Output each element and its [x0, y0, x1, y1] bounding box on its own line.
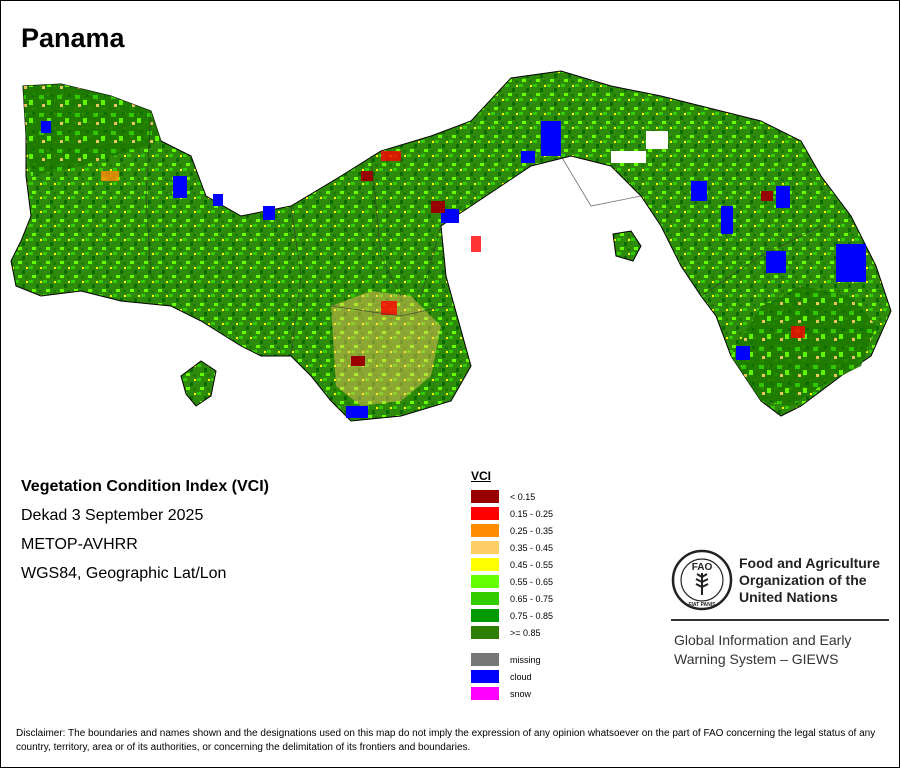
province-boundaries [145, 110, 822, 357]
eastern-darien [731, 286, 876, 406]
western-highlands [23, 84, 161, 176]
sensor-name: METOP-AVHRR [21, 536, 138, 553]
low-vci-patch [431, 201, 445, 213]
legend-label: cloud [510, 671, 532, 682]
disclaimer: Disclaimer: The boundaries and names sho… [16, 728, 876, 753]
fao-divider [671, 619, 889, 621]
panama-landmass [10, 70, 892, 422]
legend-swatch [471, 558, 499, 571]
legend-label: 0.15 - 0.25 [510, 508, 554, 519]
legend-swatch-other [471, 653, 499, 666]
vci-legend: VCI < 0.15 0.15 - 0.25 0.25 - 0.35 0.35 … [471, 469, 553, 702]
coiba-island [180, 360, 217, 407]
cloud-patch [691, 181, 707, 201]
legend-label: 0.55 - 0.65 [510, 576, 554, 587]
legend-swatch [471, 490, 499, 503]
fao-name: Food and Agriculture Organization of the… [739, 555, 881, 605]
cloud-patch [776, 186, 790, 208]
legend-label: 0.25 - 0.35 [510, 525, 554, 536]
low-vci-patch [101, 171, 119, 181]
cloud-patch [766, 251, 786, 273]
cloud-patch [541, 121, 561, 156]
legend-swatch [471, 592, 499, 605]
cloud-patch [213, 194, 223, 206]
cloud-patch [41, 121, 51, 133]
legend-label: 0.45 - 0.55 [510, 559, 554, 570]
legend-swatch [471, 524, 499, 537]
dekad-date: Dekad 3 September 2025 [21, 507, 204, 524]
azuero-dry-area [331, 291, 441, 406]
map-info: Vegetation Condition Index (VCI) Dekad 3… [21, 477, 269, 593]
cloud-patch [721, 206, 733, 234]
legend-item: 0.75 - 0.85 [471, 607, 553, 624]
low-vci-patch [381, 151, 401, 161]
cloud-patch [736, 346, 750, 360]
legend-label: missing [510, 654, 541, 665]
low-vci-patch [361, 171, 373, 181]
missing-area [611, 151, 646, 163]
legend-item: 0.35 - 0.45 [471, 539, 553, 556]
fao-logo: FAO FIAT PANIS [671, 549, 733, 611]
legend-label: < 0.15 [510, 491, 536, 502]
low-vci-patch [351, 356, 365, 366]
legend-label: >= 0.85 [510, 627, 541, 638]
projection-info: WGS84, Geographic Lat/Lon [21, 565, 227, 582]
cloud-patch [836, 244, 866, 282]
legend-swatch [471, 507, 499, 520]
legend-item-other: missing [471, 651, 553, 668]
legend-swatch [471, 626, 499, 639]
cloud-patch [441, 209, 459, 223]
legend-item: 0.65 - 0.75 [471, 590, 553, 607]
legend-item-other: snow [471, 685, 553, 702]
low-vci-patch [471, 236, 481, 252]
missing-area [646, 131, 668, 149]
legend-item-other: cloud [471, 668, 553, 685]
legend-label: 0.65 - 0.75 [510, 593, 554, 604]
low-vci-patch [761, 191, 773, 201]
legend-swatch-other [471, 687, 499, 700]
legend-swatch-other [471, 670, 499, 683]
giews-name: Global Information and Early Warning Sys… [674, 632, 852, 667]
low-vci-patch [791, 326, 805, 338]
fao-emblem-letters: FAO [692, 562, 713, 573]
legend-item: 0.45 - 0.55 [471, 556, 553, 573]
low-vci-patch [381, 301, 397, 315]
legend-swatch [471, 541, 499, 554]
legend-swatch [471, 609, 499, 622]
legend-item: 0.55 - 0.65 [471, 573, 553, 590]
cloud-patch [521, 151, 535, 163]
map-title: Panama [21, 23, 125, 53]
cloud-patch [263, 206, 275, 220]
legend-label: 0.35 - 0.45 [510, 542, 554, 553]
legend-item: < 0.15 [471, 488, 553, 505]
index-name: Vegetation Condition Index (VCI) [21, 478, 269, 495]
legend-label: snow [510, 688, 532, 699]
legend-swatch [471, 575, 499, 588]
legend-title: VCI [471, 469, 492, 483]
pearl-islands [612, 230, 642, 262]
legend-item: >= 0.85 [471, 624, 553, 641]
legend-label: 0.75 - 0.85 [510, 610, 554, 621]
cloud-patch [173, 176, 187, 198]
legend-item: 0.25 - 0.35 [471, 522, 553, 539]
fao-emblem-motto: FIAT PANIS [688, 602, 716, 608]
panama-vci-map [10, 70, 892, 422]
cloud-patch [346, 406, 368, 418]
legend-item: 0.15 - 0.25 [471, 505, 553, 522]
